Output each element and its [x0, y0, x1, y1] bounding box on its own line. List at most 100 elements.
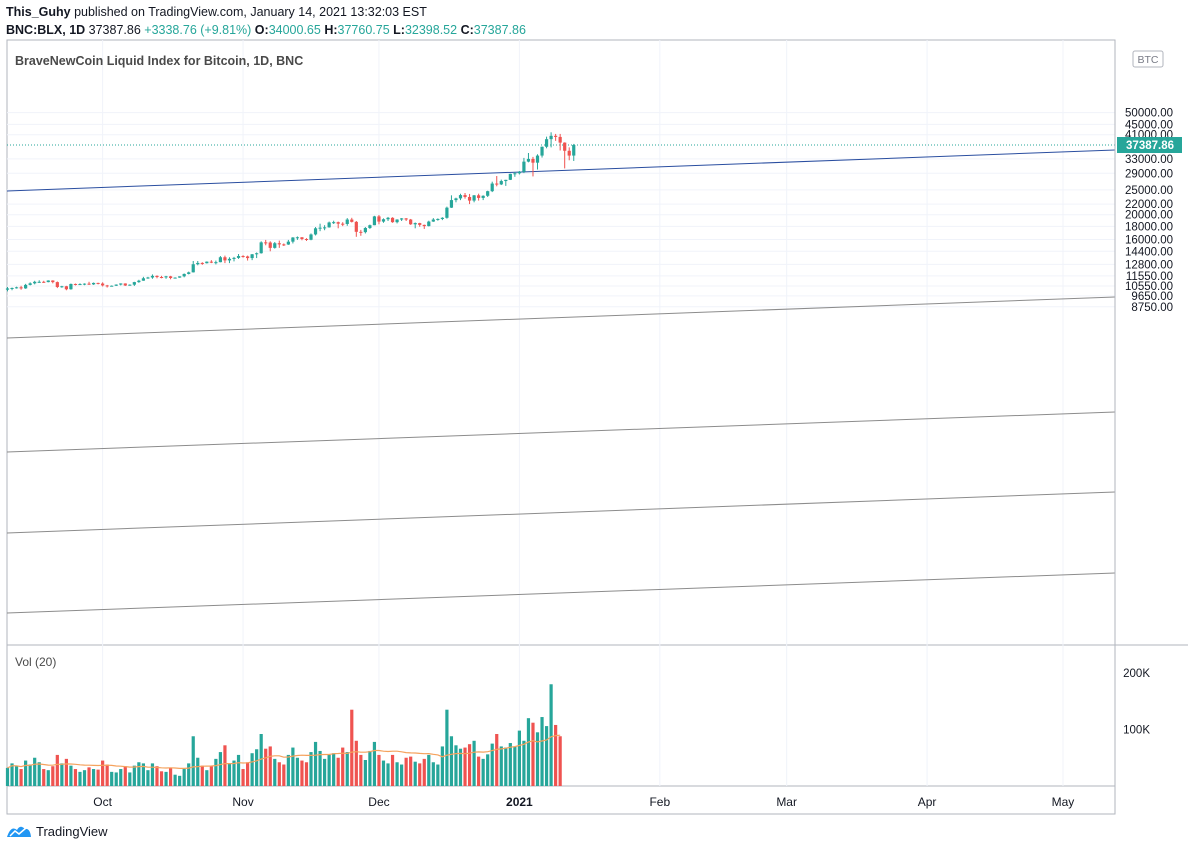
candle-body — [55, 282, 59, 288]
volume-bar — [159, 771, 164, 786]
footer: TradingView — [6, 823, 108, 839]
volume-bar — [250, 753, 254, 786]
candle-body — [264, 242, 268, 244]
volume-bar — [558, 736, 562, 786]
candle-body — [227, 258, 232, 261]
volume-bar — [445, 709, 449, 786]
volume-bar — [495, 734, 499, 786]
volume-bar — [69, 765, 73, 786]
volume-bar — [123, 766, 127, 786]
volume-bar — [105, 764, 109, 786]
candle-body — [277, 243, 281, 245]
volume-bar — [200, 765, 204, 786]
candle-body — [572, 145, 576, 156]
y-tick-label: 14400.00 — [1125, 246, 1173, 258]
volume-bar — [150, 763, 155, 786]
volume-bar — [24, 760, 28, 786]
candle-body — [418, 223, 422, 225]
trend-line[interactable] — [6, 491, 1116, 534]
volume-bar — [522, 740, 526, 786]
footer-brand[interactable]: TradingView — [36, 823, 108, 839]
candle-body — [309, 234, 313, 240]
volume-bar — [295, 757, 300, 786]
candle-body — [300, 237, 304, 239]
volume-bar — [531, 722, 535, 786]
candle-body — [155, 275, 159, 278]
volume-bar — [178, 775, 182, 786]
volume-bar — [33, 757, 37, 786]
candle-body — [187, 272, 191, 274]
y-tick-label: 50000.00 — [1125, 108, 1173, 120]
volume-bar — [87, 767, 91, 786]
candle-body — [395, 219, 399, 223]
volume-bar — [282, 764, 286, 786]
candle-body — [486, 191, 490, 196]
volume-bar — [422, 758, 426, 786]
candle-body — [499, 181, 503, 185]
last-price-tag — [1117, 137, 1182, 153]
volume-bar — [400, 764, 404, 786]
volume-bar — [51, 766, 55, 786]
trend-line[interactable] — [6, 296, 1116, 339]
candle-body — [472, 195, 476, 201]
volume-bar — [540, 717, 544, 786]
tradingview-logo-icon — [7, 826, 31, 837]
volume-bar — [232, 760, 236, 786]
y-tick-label: 18000.00 — [1125, 221, 1173, 233]
volume-bar — [218, 752, 223, 786]
volume-bar — [173, 774, 177, 786]
volume-bar — [132, 765, 136, 786]
volume-bar — [277, 762, 281, 786]
candle-body — [236, 256, 241, 258]
candle-body — [69, 283, 73, 290]
candle-body — [82, 283, 87, 285]
volume-bar — [368, 750, 372, 786]
volume-bar — [350, 709, 354, 786]
volume-bar — [363, 760, 367, 786]
volume-bar — [517, 730, 521, 786]
candle-body — [91, 282, 96, 285]
candle-body — [454, 198, 458, 201]
candle-body — [295, 237, 300, 239]
volume-bar — [78, 771, 82, 786]
volume-bar — [345, 752, 349, 786]
low-label: L: — [393, 23, 405, 37]
trend-line[interactable] — [6, 411, 1116, 453]
candle-body — [182, 273, 186, 277]
trend-line[interactable] — [6, 572, 1116, 614]
volume-bar — [223, 745, 227, 786]
x-tick-label: May — [1052, 795, 1075, 809]
volume-bar — [354, 740, 358, 786]
x-tick-label: Mar — [776, 795, 797, 809]
candle-body — [327, 222, 331, 228]
volume-bar — [486, 754, 490, 786]
volume-bar — [214, 758, 218, 786]
volume-bar — [549, 684, 553, 786]
volume-bar — [146, 770, 150, 786]
y-tick-label: 45000.00 — [1125, 119, 1173, 131]
volume-bar — [318, 750, 322, 786]
x-tick-label: 2021 — [506, 795, 533, 809]
author-name[interactable]: This_Guhy — [6, 5, 71, 19]
volume-bar — [73, 769, 78, 786]
volume-bar — [327, 754, 331, 786]
candle-body — [445, 207, 449, 218]
volume-bar — [60, 763, 64, 786]
volume-bar — [196, 757, 200, 786]
candle-body — [10, 287, 14, 289]
candle-body — [159, 277, 164, 279]
volume-bar — [458, 748, 463, 786]
candle-body — [350, 219, 354, 222]
volume-bar — [227, 763, 232, 786]
currency-badge[interactable] — [1132, 50, 1164, 68]
volume-bar — [191, 736, 195, 786]
y-tick-label: 11550.00 — [1126, 271, 1173, 283]
trend-line[interactable] — [6, 149, 1116, 192]
chart-title: BraveNewCoin Liquid Index for Bitcoin, 1… — [15, 54, 303, 68]
currency-badge-label: BTC — [1138, 54, 1159, 66]
candle-body — [42, 281, 46, 283]
candle-body — [5, 288, 10, 290]
y-tick-label: 25000.00 — [1125, 185, 1173, 197]
volume-bar — [141, 763, 145, 786]
